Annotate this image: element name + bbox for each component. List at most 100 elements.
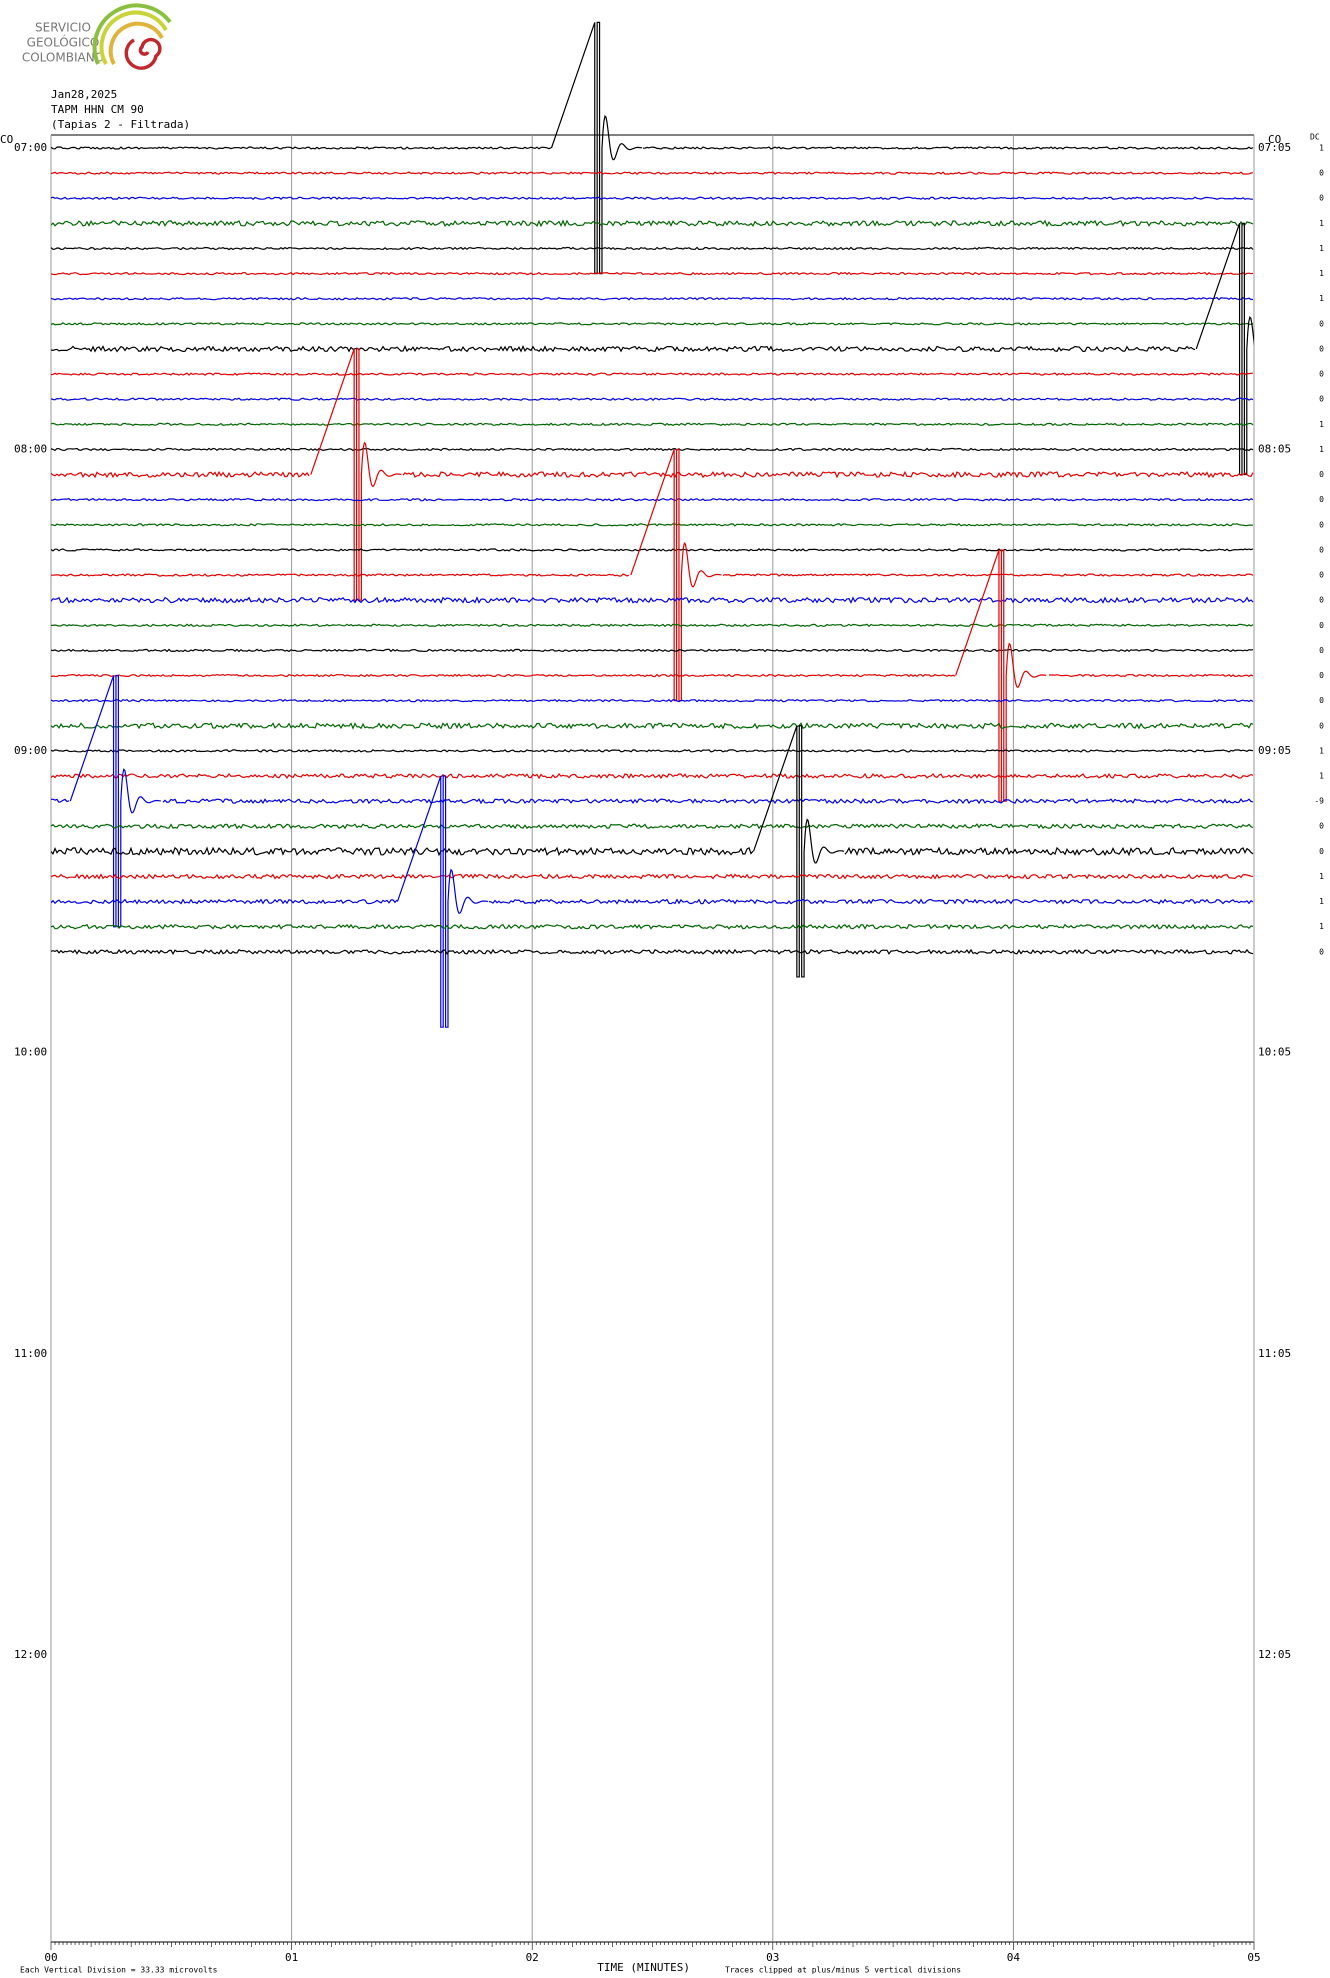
dc-label: 0 bbox=[1319, 319, 1324, 328]
dc-label: 1 bbox=[1319, 872, 1324, 881]
trace bbox=[51, 948, 1254, 956]
x-tick-label: 01 bbox=[285, 1951, 298, 1964]
hour-label-left: 09:00 bbox=[14, 744, 47, 757]
trace bbox=[51, 923, 1254, 930]
event bbox=[310, 348, 402, 601]
trace bbox=[51, 623, 1254, 628]
trace bbox=[51, 171, 1254, 175]
dc-label: 0 bbox=[1319, 169, 1324, 178]
dc-label: 1 bbox=[1319, 219, 1324, 228]
trace bbox=[51, 397, 1254, 402]
dc-label: 0 bbox=[1319, 671, 1324, 680]
trace bbox=[51, 146, 1254, 150]
event bbox=[630, 448, 722, 702]
dc-label: 0 bbox=[1319, 646, 1324, 655]
dc-header: DC bbox=[1310, 133, 1320, 142]
hour-label-right: 10:05 bbox=[1258, 1045, 1291, 1058]
trace bbox=[51, 219, 1254, 228]
hour-label-left: 12:00 bbox=[14, 1648, 47, 1661]
hour-label-left: 08:00 bbox=[14, 442, 47, 455]
trace bbox=[51, 523, 1254, 527]
dc-label: 0 bbox=[1319, 621, 1324, 630]
dc-label: 0 bbox=[1319, 395, 1324, 404]
dc-label: 1 bbox=[1319, 445, 1324, 454]
dc-label: 0 bbox=[1319, 194, 1324, 203]
dc-label: 1 bbox=[1319, 772, 1324, 781]
logo-text: SERVICIO bbox=[35, 21, 91, 35]
event bbox=[752, 725, 845, 978]
trace bbox=[51, 898, 1254, 905]
trace bbox=[51, 873, 1254, 880]
date: Jan28,2025 bbox=[51, 88, 117, 101]
trace bbox=[51, 470, 1254, 479]
footer-right: Traces clipped at plus/minus 5 vertical … bbox=[725, 1966, 961, 1975]
trace bbox=[51, 422, 1254, 427]
dc-label: 0 bbox=[1319, 947, 1324, 956]
logo-arc bbox=[92, 3, 172, 65]
network-left: CO bbox=[0, 133, 13, 146]
dc-label: 1 bbox=[1319, 420, 1324, 429]
logo-spiral bbox=[124, 37, 162, 70]
trace bbox=[51, 372, 1254, 376]
hour-label-left: 07:00 bbox=[14, 141, 47, 154]
event bbox=[550, 21, 643, 275]
trace bbox=[51, 823, 1254, 830]
hour-label-left: 10:00 bbox=[14, 1045, 47, 1058]
x-tick-label: 00 bbox=[44, 1951, 57, 1964]
trace bbox=[51, 246, 1254, 251]
footer-left: Each Vertical Division = 33.33 microvolt… bbox=[20, 1966, 218, 1975]
trace bbox=[51, 271, 1254, 276]
dc-label: 0 bbox=[1319, 344, 1324, 353]
logo-text: COLOMBIANO bbox=[22, 51, 104, 65]
trace bbox=[51, 573, 1254, 577]
dc-label: -9 bbox=[1314, 797, 1324, 806]
trace bbox=[51, 548, 1254, 552]
dc-label: 1 bbox=[1319, 922, 1324, 931]
network-right: CO bbox=[1268, 133, 1281, 146]
dc-label: 0 bbox=[1319, 721, 1324, 730]
subtitle: (Tapias 2 - Filtrada) bbox=[51, 118, 190, 131]
event bbox=[1195, 222, 1254, 476]
trace bbox=[51, 296, 1254, 301]
trace bbox=[51, 722, 1254, 730]
dc-label: 1 bbox=[1319, 269, 1324, 278]
dc-label: 0 bbox=[1319, 370, 1324, 379]
dc-label: 1 bbox=[1319, 144, 1324, 153]
hour-label-left: 11:00 bbox=[14, 1347, 47, 1360]
trace bbox=[51, 648, 1254, 653]
x-axis-label: TIME (MINUTES) bbox=[597, 1961, 690, 1974]
trace bbox=[51, 846, 1254, 857]
trace bbox=[51, 797, 1254, 805]
trace bbox=[51, 698, 1254, 703]
trace bbox=[51, 497, 1254, 502]
dc-label: 0 bbox=[1319, 822, 1324, 831]
trace bbox=[51, 749, 1254, 753]
logo: SERVICIO GEOLÓGICO COLOMBIANO bbox=[22, 3, 172, 70]
trace bbox=[51, 321, 1254, 326]
dc-label: 0 bbox=[1319, 495, 1324, 504]
x-tick-label: 02 bbox=[526, 1951, 539, 1964]
dc-label: 1 bbox=[1319, 244, 1324, 253]
dc-label: 0 bbox=[1319, 545, 1324, 554]
trace bbox=[51, 596, 1254, 605]
dc-label: 1 bbox=[1319, 294, 1324, 303]
event bbox=[69, 674, 161, 928]
dc-label: 1 bbox=[1319, 746, 1324, 755]
hour-label-right: 11:05 bbox=[1258, 1347, 1291, 1360]
logo-arc bbox=[108, 21, 164, 65]
station: TAPM HHN CM 90 bbox=[51, 103, 144, 116]
trace bbox=[51, 772, 1254, 780]
hour-label-right: 08:05 bbox=[1258, 442, 1291, 455]
trace bbox=[51, 447, 1254, 452]
dc-label: 0 bbox=[1319, 596, 1324, 605]
dc-label: 0 bbox=[1319, 571, 1324, 580]
logo-text: GEOLÓGICO bbox=[27, 35, 100, 50]
hour-label-right: 07:05 bbox=[1258, 141, 1291, 154]
dc-label: 1 bbox=[1319, 897, 1324, 906]
x-tick-label: 05 bbox=[1247, 1951, 1260, 1964]
event bbox=[955, 549, 1047, 802]
dc-label: 0 bbox=[1319, 696, 1324, 705]
trace bbox=[51, 345, 1196, 353]
